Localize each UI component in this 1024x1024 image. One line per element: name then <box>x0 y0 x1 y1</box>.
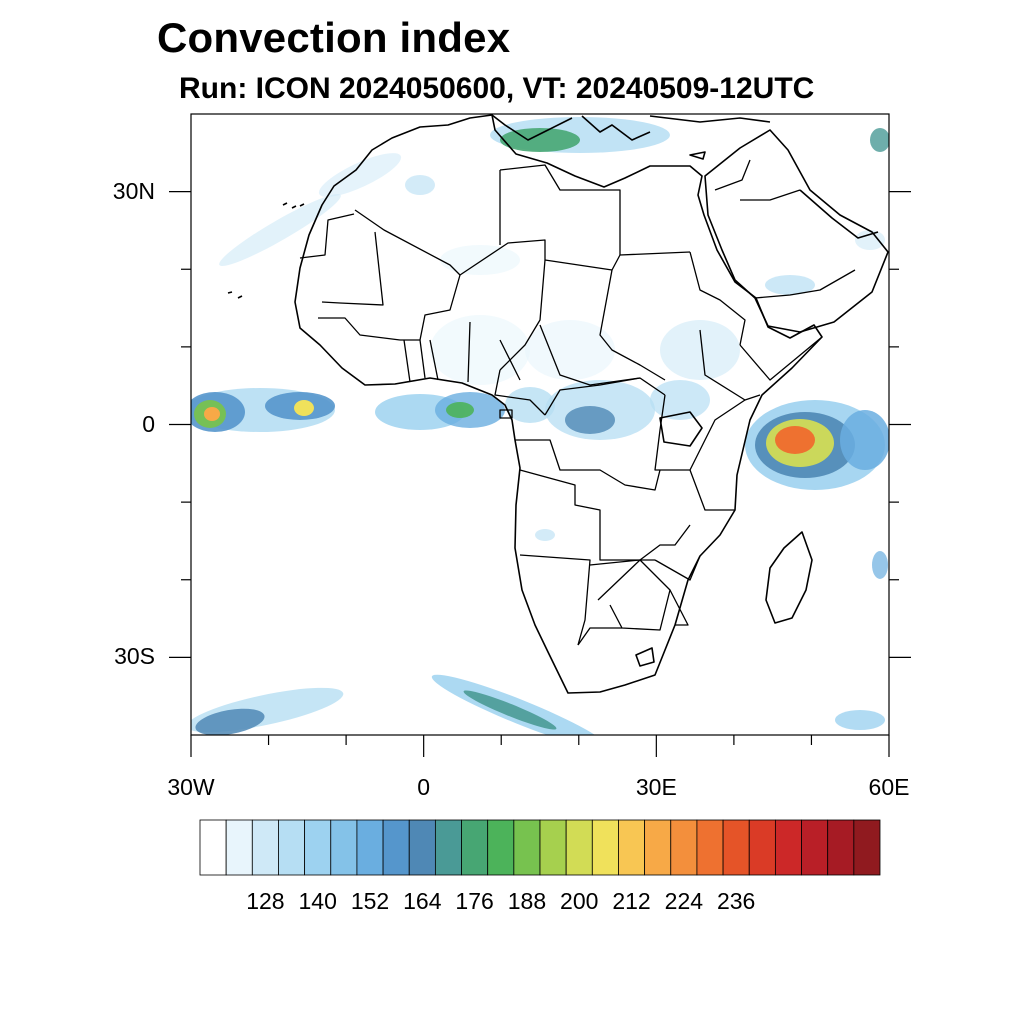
convection-cell <box>440 245 520 275</box>
convection-cell <box>505 387 555 423</box>
arabia-coastline <box>704 129 889 333</box>
convection-cell <box>446 402 474 418</box>
africa-coastline <box>294 114 823 694</box>
convection-cell <box>840 410 889 470</box>
colorbar-tick-label: 188 <box>507 888 547 914</box>
convection-cell <box>405 175 435 195</box>
convection-cell <box>204 407 220 421</box>
convection-cell <box>219 193 341 267</box>
country-borders <box>299 159 856 646</box>
lon-tick-label: 30W <box>167 774 215 800</box>
colorbar-tick-label: 176 <box>455 888 494 914</box>
colorbar-tick-label: 128 <box>246 888 285 914</box>
colorbar-tick-label: 212 <box>612 888 651 914</box>
convection-cell <box>195 708 265 735</box>
coastlines-borders <box>227 114 889 694</box>
lat-tick-label: 30N <box>112 177 155 204</box>
chart-title: Convection index <box>157 14 511 61</box>
cyprus <box>689 151 706 160</box>
lon-tick-label: 0 <box>417 774 431 800</box>
convection-cell <box>870 128 889 152</box>
colorbar-tick-label: 224 <box>664 888 704 914</box>
convection-cell <box>430 315 530 385</box>
colorbar-tick-label: 236 <box>716 888 756 914</box>
colorbar-tick-label: 200 <box>560 888 599 914</box>
europe-coast <box>491 114 573 141</box>
islands-west <box>227 202 305 299</box>
turkey-coast <box>649 115 771 123</box>
convection-cell <box>872 551 888 579</box>
axis-ticks <box>169 191 911 757</box>
convection-cell <box>855 230 885 250</box>
convection-field-layer <box>191 117 889 735</box>
convection-cell <box>775 426 815 454</box>
convection-cell <box>650 380 710 420</box>
madagascar-coastline <box>765 531 813 624</box>
chart-subtitle: Run: ICON 2024050600, VT: 20240509-12UTC <box>179 72 815 105</box>
convection-cell <box>660 320 740 380</box>
lon-tick-label: 30E <box>635 774 677 800</box>
lake-victoria <box>659 411 703 447</box>
lat-tick-label: 30S <box>114 643 155 670</box>
colorbar-tick-label: 140 <box>298 888 337 914</box>
lat-tick-label: 0 <box>142 410 155 437</box>
colorbar-tick-label: 152 <box>350 888 390 914</box>
convection-cell <box>294 400 314 416</box>
lesotho <box>635 647 655 667</box>
convection-cell <box>835 710 885 730</box>
persian-gulf-coast <box>799 189 879 239</box>
convection-cell <box>463 690 557 730</box>
colorbar-tick-label: 164 <box>403 888 442 914</box>
convection-cell <box>318 153 402 197</box>
convection-cell <box>525 320 615 380</box>
lon-tick-label: 60E <box>868 774 910 800</box>
greece-coast <box>581 115 651 141</box>
convection-cell <box>535 529 555 541</box>
convection-cell <box>565 406 615 434</box>
convection-cell <box>765 275 815 295</box>
